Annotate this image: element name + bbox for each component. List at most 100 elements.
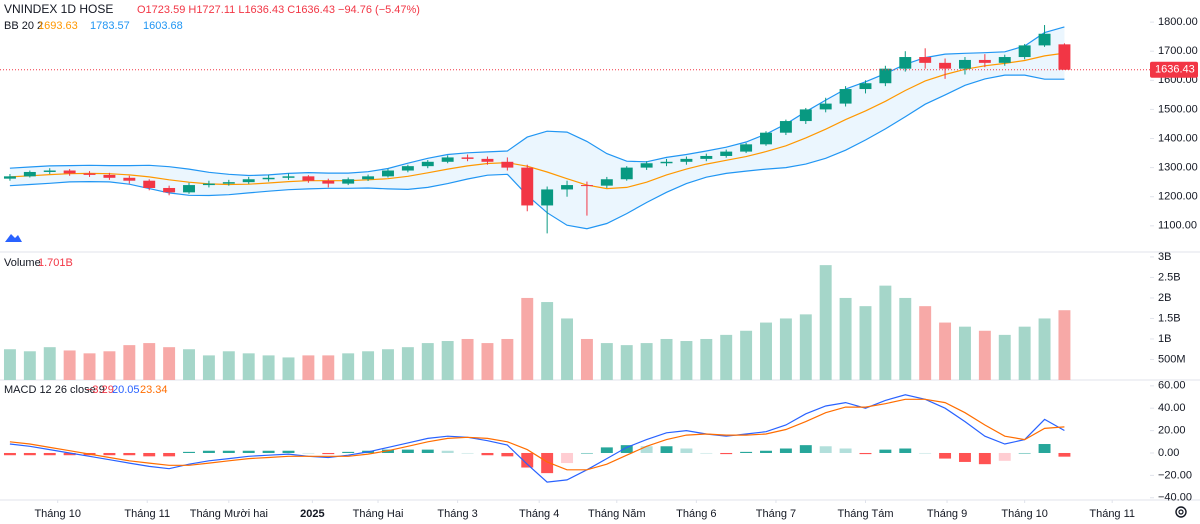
- candle-body: [63, 170, 76, 174]
- candle-body: [262, 177, 275, 180]
- volume-bar: [760, 322, 772, 380]
- histogram-bar: [322, 452, 335, 455]
- y-tick-label: −20.00: [1158, 469, 1192, 481]
- histogram-bar: [461, 452, 474, 454]
- candle-body: [43, 170, 56, 172]
- y-tick-label: 3B: [1158, 251, 1171, 263]
- volume-bar: [521, 297, 534, 380]
- y-tick-label: 500M: [1158, 353, 1186, 365]
- histogram-bar: [23, 452, 36, 456]
- volume-bar: [183, 349, 195, 380]
- volume-bar: [541, 302, 554, 380]
- x-tick-label: Tháng 7: [756, 508, 796, 520]
- ohlc-legend: O1723.59 H1727.11 L1636.43 C1636.43 −94.…: [137, 4, 420, 16]
- last-price-label: 1636.43: [1155, 64, 1195, 76]
- y-tick-label: 1300.00: [1158, 162, 1198, 174]
- volume-bar: [222, 351, 235, 380]
- volume-bar: [620, 345, 633, 380]
- logo[interactable]: [3, 229, 23, 245]
- macd-value: −3.29: [86, 384, 114, 396]
- histogram-bar: [680, 448, 693, 453]
- candle-body: [242, 179, 255, 183]
- volume-bar: [23, 351, 36, 380]
- histogram-bar: [183, 451, 195, 453]
- candle-body: [481, 158, 494, 162]
- candle-body: [143, 180, 156, 188]
- volume-bar: [640, 343, 653, 380]
- histogram-bar: [242, 450, 255, 453]
- volume-bar: [859, 306, 872, 380]
- settings-icon[interactable]: [1175, 506, 1187, 518]
- symbol-title: VNINDEX 1D HOSE: [4, 2, 113, 16]
- volume-bar: [143, 343, 156, 380]
- macd-line: [9, 398, 1065, 471]
- volume-bar: [958, 326, 971, 380]
- candle-body: [899, 57, 912, 69]
- candle-body: [163, 187, 176, 193]
- macd-title: MACD 12 26 close 9: [4, 384, 105, 396]
- volume-bar: [441, 341, 454, 380]
- candle-body: [779, 121, 792, 133]
- candle-body: [600, 179, 613, 186]
- histogram-bar: [541, 452, 554, 474]
- histogram-bar: [441, 450, 454, 453]
- histogram-bar: [978, 452, 991, 465]
- candle-body: [919, 57, 932, 63]
- volume-bar: [899, 297, 912, 380]
- x-tick-label: Tháng 10: [34, 508, 80, 520]
- histogram-bar: [262, 450, 275, 453]
- y-tick-label: 0.00: [1158, 447, 1179, 459]
- histogram-bar: [43, 452, 56, 456]
- volume-bar: [700, 338, 713, 380]
- histogram-bar: [919, 452, 932, 454]
- indicator-value: 1783.57: [90, 20, 130, 32]
- candle-body: [720, 151, 733, 156]
- histogram-bar: [839, 448, 852, 453]
- candle-body: [222, 182, 235, 184]
- histogram-bar: [421, 449, 434, 453]
- histogram-bar: [1018, 452, 1031, 454]
- x-tick-label: 2025: [300, 508, 324, 520]
- candle-body: [322, 180, 335, 184]
- histogram-bar: [63, 452, 76, 456]
- histogram-bar: [123, 452, 136, 456]
- y-tick-label: 1200.00: [1158, 191, 1198, 203]
- candle-body: [362, 176, 375, 180]
- candle-body: [620, 167, 633, 180]
- x-tick-label: Tháng Năm: [588, 508, 645, 520]
- volume-bar: [322, 355, 335, 380]
- histogram-bar: [600, 447, 613, 453]
- histogram-bar: [282, 450, 295, 453]
- volume-bar: [63, 350, 76, 380]
- candle-body: [441, 157, 454, 162]
- histogram-bar: [342, 451, 355, 453]
- histogram-bar: [740, 451, 753, 453]
- histogram-bar: [939, 452, 952, 459]
- histogram-bar: [779, 448, 792, 453]
- histogram-bar: [1038, 444, 1051, 453]
- candle-body: [700, 155, 713, 159]
- macd-line: [9, 394, 1065, 483]
- volume-bar: [481, 343, 494, 380]
- volume-bar: [382, 349, 394, 380]
- candle-body: [401, 166, 414, 171]
- histogram-bar: [561, 452, 574, 464]
- volume-bar: [262, 355, 275, 380]
- volume-value: 1.701B: [38, 257, 73, 269]
- volume-bar: [978, 330, 991, 380]
- histogram-bar: [202, 450, 215, 453]
- candle-body: [580, 185, 593, 187]
- volume-bar: [202, 355, 215, 380]
- y-tick-label: 2B: [1158, 292, 1171, 304]
- histogram-bar: [700, 452, 713, 454]
- histogram-bar: [998, 452, 1011, 461]
- candle-body: [640, 163, 653, 168]
- last-price-tag: [1150, 61, 1198, 78]
- candle-body: [660, 161, 673, 164]
- histogram-bar: [620, 445, 633, 453]
- volume-bar: [839, 297, 852, 380]
- x-tick-label: Tháng 4: [519, 508, 559, 520]
- histogram-bar: [580, 452, 593, 454]
- x-tick-label: Tháng 11: [124, 508, 170, 520]
- volume-bar: [103, 351, 116, 380]
